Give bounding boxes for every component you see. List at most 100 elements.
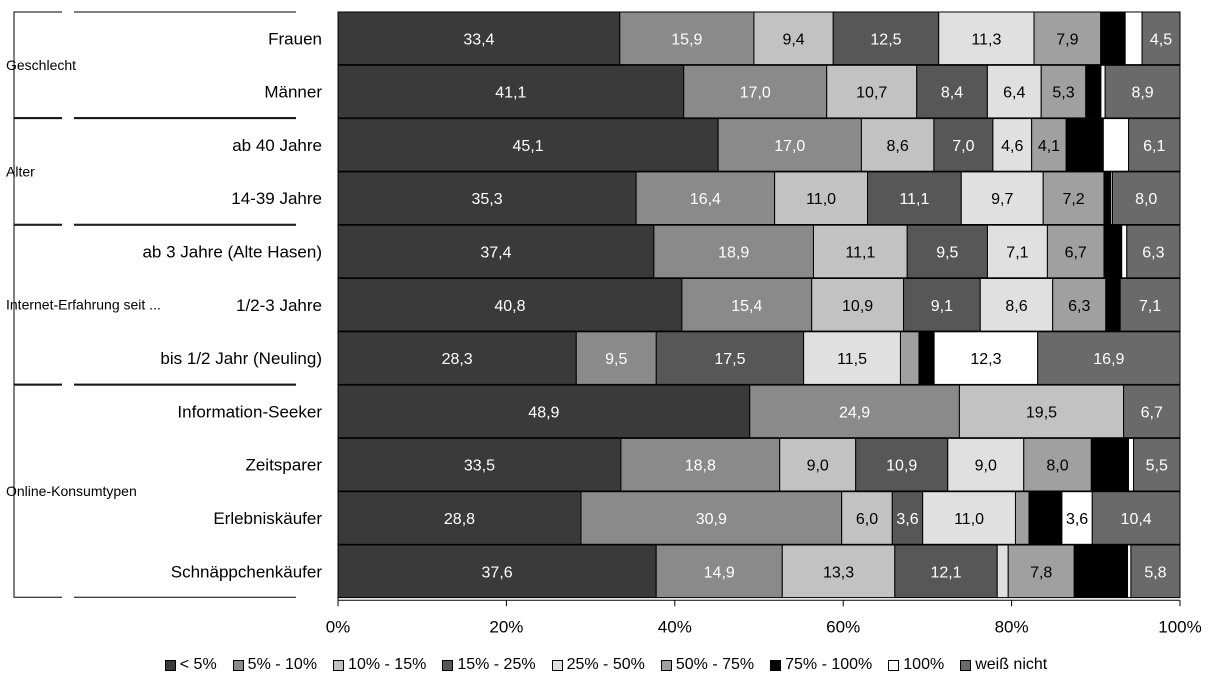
legend-item: 100% [888, 656, 944, 674]
data-label: 6,0 [856, 511, 878, 528]
data-label: 45,1 [512, 138, 543, 155]
data-label: 3,6 [896, 511, 918, 528]
legend-label: weiß nicht [975, 656, 1048, 673]
legend-swatch [660, 659, 672, 671]
bar-segment [683, 64, 828, 119]
bar-segment [1040, 64, 1087, 119]
data-label: 37,4 [480, 245, 511, 262]
x-tick-label: 0% [326, 617, 351, 636]
bar-segment [1133, 437, 1181, 492]
bar-segment [337, 331, 577, 385]
data-label: 9,0 [807, 458, 829, 475]
bar-segment [1104, 64, 1181, 119]
legend-swatch [164, 659, 176, 671]
data-label: 10,4 [1121, 511, 1152, 528]
data-label: 18,8 [685, 458, 716, 475]
group-label: Geschlecht [6, 57, 76, 73]
data-label: 6,4 [1003, 85, 1025, 102]
bar-segment [1007, 544, 1075, 599]
group-bracket [13, 118, 62, 225]
category-label: 1/2-3 Jahre [236, 296, 322, 315]
bar-segment [1090, 437, 1129, 492]
data-label: 16,4 [690, 191, 721, 208]
bar-segment [899, 331, 920, 385]
data-label: 5,8 [1144, 564, 1166, 581]
category-labels-layer: Frauen Männer ab 40 Jahre 14-39 Jahre ab 3 J… [142, 29, 322, 581]
data-label: 11,0 [954, 511, 984, 528]
bar-segment [1033, 11, 1102, 66]
bar-segment [1065, 118, 1104, 172]
bar-segment [575, 331, 657, 385]
bar-segment [906, 224, 988, 279]
data-label: 15,4 [731, 298, 762, 315]
bar-segment [620, 437, 781, 492]
bar-segment [1121, 224, 1128, 279]
data-label: 10,9 [886, 458, 917, 475]
bar-segment [1028, 491, 1063, 545]
category-label: ab 40 Jahre [232, 136, 322, 155]
data-label: 17,0 [740, 85, 771, 102]
bar-segment [1042, 171, 1105, 225]
bar-segment [681, 278, 813, 332]
legend-swatch [551, 659, 563, 671]
bar-segment [916, 64, 988, 119]
bar-segment [922, 491, 1016, 545]
bar-segment [655, 544, 783, 599]
bar-segment [337, 224, 655, 279]
data-label: 11,1 [899, 191, 929, 208]
bar-segment [753, 11, 834, 66]
legend-label: 100% [903, 656, 945, 673]
data-label: 11,5 [837, 351, 867, 368]
legend-item: 25% - 50% [551, 656, 645, 674]
legend-swatch [960, 659, 972, 671]
data-label: 30,9 [696, 511, 727, 528]
bar-segment [933, 331, 1039, 385]
legend-item: 50% - 75% [660, 656, 755, 674]
bar-segment [1103, 171, 1112, 225]
data-label: 4,1 [1038, 138, 1060, 155]
data-label: 6,7 [1141, 404, 1163, 421]
bar-segment [1037, 331, 1181, 385]
data-label: 3,6 [1066, 511, 1088, 528]
group-label: Online-Konsumtypen [6, 483, 137, 499]
data-label: 41,1 [495, 85, 526, 102]
bar-segment [1100, 64, 1106, 119]
legend-label: 75% - 100% [785, 656, 873, 673]
x-tick-label: 20% [489, 617, 523, 636]
x-tick-label: 60% [826, 617, 860, 636]
data-label: 9,5 [605, 351, 627, 368]
bar-segment [832, 11, 940, 66]
data-label: 7,8 [1030, 564, 1052, 581]
bar-segment [1061, 491, 1093, 545]
data-label: 11,0 [806, 191, 836, 208]
bar-segment [903, 278, 981, 332]
bar-segment [1073, 544, 1129, 599]
data-label: 5,5 [1146, 458, 1168, 475]
bar-segment [1052, 278, 1107, 332]
legend-label: 15% - 25% [457, 656, 536, 673]
data-label: 9,1 [931, 298, 953, 315]
data-label: 11,1 [845, 245, 875, 262]
bar-segment [938, 11, 1035, 66]
bar-segment [1127, 437, 1135, 492]
bar-segment [986, 224, 1048, 279]
bar-segment [1105, 278, 1120, 332]
legend: < 5% 5% - 10% 10% - 15% 15% - 25% 25% - 50% 5… [0, 650, 1212, 680]
data-label: 8,0 [1135, 191, 1157, 208]
data-label: 9,0 [975, 458, 997, 475]
group-bracket [13, 384, 62, 598]
data-label: 12,3 [970, 351, 1001, 368]
bar-segment [717, 118, 862, 172]
data-label: 7,0 [952, 138, 974, 155]
bar-segment [1124, 11, 1143, 66]
data-label: 8,6 [1005, 298, 1027, 315]
bar-segment [1127, 544, 1132, 599]
legend-label: 50% - 75% [675, 656, 755, 673]
category-label: 14-39 Jahre [231, 189, 322, 208]
x-tick-label: 80% [995, 617, 1029, 636]
data-label: 40,8 [494, 298, 525, 315]
bar-segment [1023, 437, 1092, 492]
bar-segment [826, 64, 918, 119]
bar-segment [812, 224, 908, 279]
